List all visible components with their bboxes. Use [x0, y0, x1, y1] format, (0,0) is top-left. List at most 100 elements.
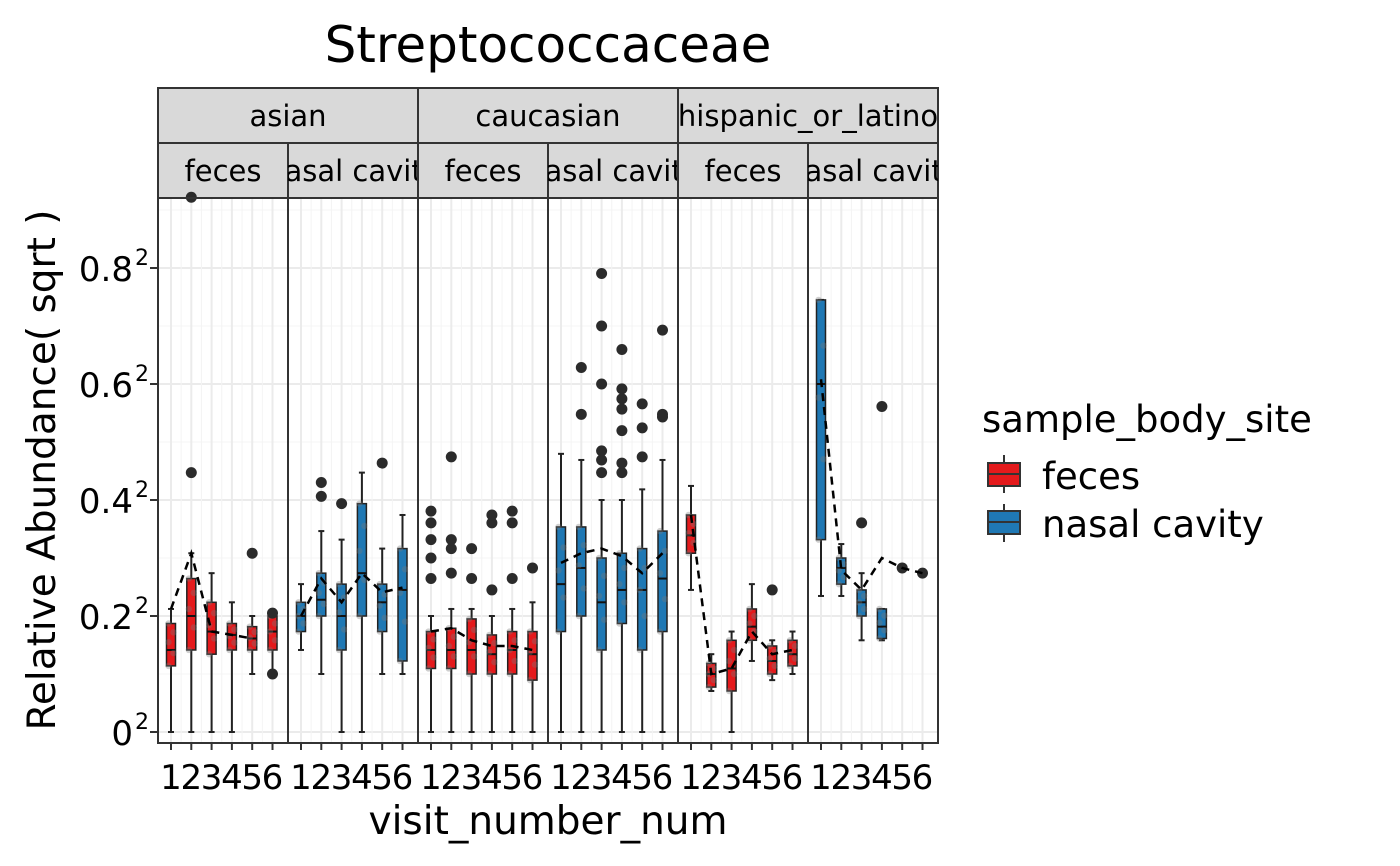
trend-line [689, 514, 793, 676]
jitter-point [511, 657, 518, 665]
x-tick-label: 4 [351, 758, 373, 798]
jitter-point [835, 567, 842, 574]
x-tick-label: 6 [522, 758, 544, 798]
facet-strip-label-2: hispanic_or_latino [678, 99, 938, 133]
jitter-point [396, 589, 404, 597]
jitter-point [486, 631, 493, 639]
jitter-point [786, 662, 794, 670]
jitter-point [575, 523, 582, 531]
box-iqr [596, 557, 607, 651]
site-strip-label-5: nasal cavity [786, 154, 960, 188]
box-visit-2 [315, 477, 327, 675]
outlier-point [766, 584, 778, 596]
box-visit-6 [266, 612, 279, 675]
jitter-point [685, 529, 692, 537]
jitter-point [555, 567, 562, 574]
jitter-point [491, 658, 498, 666]
jitter-point [855, 612, 863, 620]
x-tick-label: 2 [180, 758, 202, 798]
jitter-point [766, 670, 773, 678]
site-strip-1 [287, 142, 419, 199]
jitter-point [531, 661, 539, 668]
box-visit-5 [506, 505, 518, 733]
box-iqr [876, 608, 888, 640]
jitter-point [506, 646, 513, 654]
outlier-point [616, 383, 628, 395]
x-tick-label: 3 [721, 758, 743, 798]
outlier-point [616, 403, 628, 415]
x-tick-label: 6 [392, 758, 414, 798]
box-visit-4 [356, 471, 368, 733]
outlier-point [425, 505, 437, 517]
box-visit-5 [636, 398, 648, 733]
box-visit-5 [246, 547, 258, 675]
jitter-point [376, 580, 383, 588]
outlier-point [486, 584, 498, 596]
box-visit-1 [685, 484, 697, 591]
jitter-point [725, 637, 733, 644]
outlier-point [616, 393, 628, 405]
jitter-point [730, 646, 738, 654]
jitter-point [185, 605, 192, 613]
box-iqr [376, 583, 388, 633]
box-iqr [815, 299, 827, 541]
x-tick-label: 6 [782, 758, 804, 798]
outlier-point [445, 451, 457, 463]
jitter-point [470, 653, 478, 660]
x-tick-label: 4 [221, 758, 243, 798]
jitter-point [881, 612, 888, 619]
box-iqr [636, 547, 648, 651]
chart-title: Streptococcaceae [325, 16, 772, 74]
box-visit-4 [876, 400, 888, 642]
box-visit-6 [786, 630, 799, 675]
outlier-point [466, 573, 478, 585]
trend-line [430, 626, 533, 652]
jitter-point [876, 605, 883, 613]
jitter-point [560, 544, 567, 551]
jitter-point [320, 600, 327, 608]
jitter-point [381, 614, 388, 622]
x-tick-label: 6 [262, 758, 284, 798]
jitter-point [486, 648, 493, 656]
jitter-point [860, 605, 868, 613]
outlier-point [596, 267, 608, 279]
jitter-point [210, 609, 218, 617]
jitter-point [621, 564, 628, 572]
box-visit-3 [855, 517, 868, 642]
box-visit-1 [815, 296, 827, 597]
jitter-point [315, 612, 322, 620]
jitter-point [335, 580, 343, 588]
y-axis-ticks: 0 20.2 20.4 20.6 20.8 2 [79, 246, 158, 754]
outlier-point [425, 534, 437, 546]
jitter-point [231, 639, 238, 646]
single-point [267, 668, 278, 680]
jitter-point [315, 589, 322, 597]
box-iqr [555, 526, 567, 633]
panel-border [157, 197, 289, 744]
box-visit-6 [526, 562, 539, 733]
panel-4 [677, 197, 809, 744]
outlier-point [596, 378, 608, 390]
jitter-point [315, 569, 322, 577]
facet-strip-2 [677, 87, 939, 144]
jitter-point [555, 523, 562, 531]
x-tick-label: 6 [912, 758, 934, 798]
y-axis-label: Relative Abundance( sqrt ) [20, 210, 65, 731]
jitter-point [580, 541, 587, 549]
jitter-point [465, 615, 473, 623]
x-tick-label: 2 [570, 758, 592, 798]
x-tick-label: 1 [290, 758, 312, 798]
box-visit-4 [226, 601, 238, 733]
jitter-point [835, 554, 842, 562]
jitter-point [840, 560, 847, 568]
outlier-point [376, 457, 388, 469]
box-iqr [316, 572, 327, 617]
jitter-point [511, 637, 518, 644]
jitter-point [266, 646, 274, 654]
panel-border [547, 197, 679, 744]
jitter-point [560, 594, 567, 601]
jitter-point [531, 638, 539, 645]
jitter-point [820, 455, 827, 463]
box-iqr [576, 526, 587, 617]
